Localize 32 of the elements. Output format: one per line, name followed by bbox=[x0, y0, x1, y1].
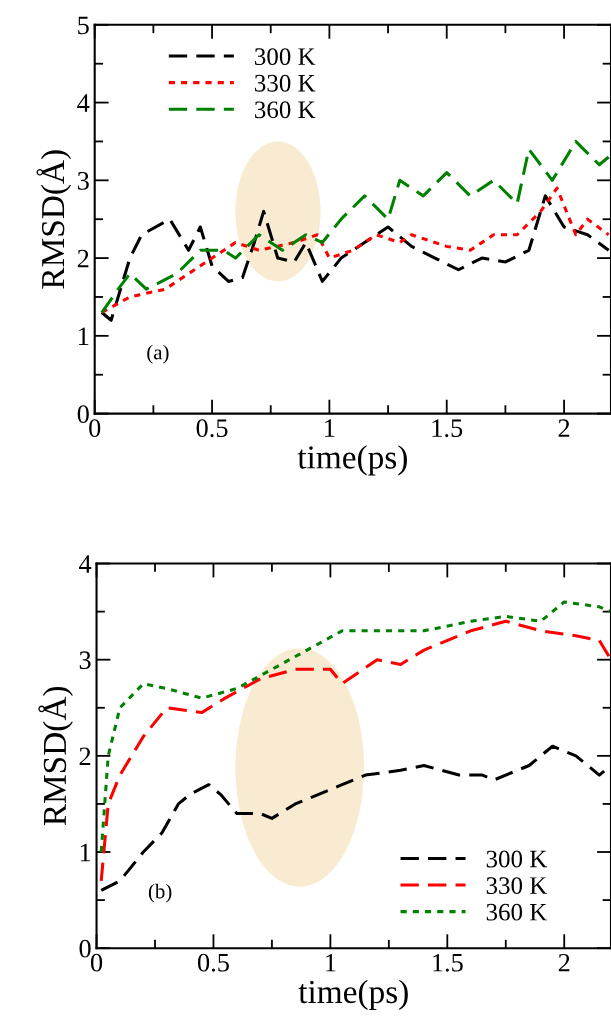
x-tick-label: 1 bbox=[326, 953, 336, 972]
x-tick-label: 0.5 bbox=[197, 953, 229, 972]
x-tick-label: 1 bbox=[325, 419, 335, 437]
y-tick-label: 4 bbox=[79, 555, 92, 573]
y-tick-label: 3 bbox=[79, 651, 91, 670]
x-tick-label: 2 bbox=[558, 419, 570, 437]
legend-label: 360 K bbox=[255, 101, 316, 119]
y-tick-label: 5 bbox=[78, 16, 89, 35]
x-tick-label: 1.5 bbox=[433, 953, 463, 972]
y-tick-label: 0 bbox=[79, 939, 91, 958]
y-tick-label: 4 bbox=[77, 94, 90, 112]
legend-label: 330 K bbox=[255, 74, 316, 92]
y-tick-label: 1 bbox=[80, 843, 91, 862]
x-tick-label: 2 bbox=[558, 953, 570, 972]
x-axis-title: time(ps) bbox=[298, 979, 408, 1010]
legend-label: 300 K bbox=[255, 48, 316, 66]
annotation: (b) bbox=[148, 883, 172, 903]
x-tick-label: 0.5 bbox=[196, 419, 228, 438]
annotation: (a) bbox=[147, 344, 169, 364]
legend-label: 330 K bbox=[486, 877, 548, 895]
y-tick-label: 1 bbox=[78, 327, 89, 345]
y-tick-label: 0 bbox=[77, 405, 89, 424]
x-tick-label: 1.5 bbox=[432, 419, 463, 438]
x-axis-title: time(ps) bbox=[297, 445, 407, 476]
y-tick-label: 2 bbox=[77, 249, 89, 268]
y-tick-label: 3 bbox=[77, 172, 89, 190]
legend-label: 300 K bbox=[486, 850, 548, 868]
y-tick-label: 2 bbox=[79, 747, 91, 766]
y-axis-title: RMSD(Å) bbox=[38, 686, 73, 826]
line-series bbox=[100, 139, 611, 315]
legend-label: 360 K bbox=[486, 903, 548, 921]
y-axis-title: RMSD(Å) bbox=[36, 150, 72, 289]
